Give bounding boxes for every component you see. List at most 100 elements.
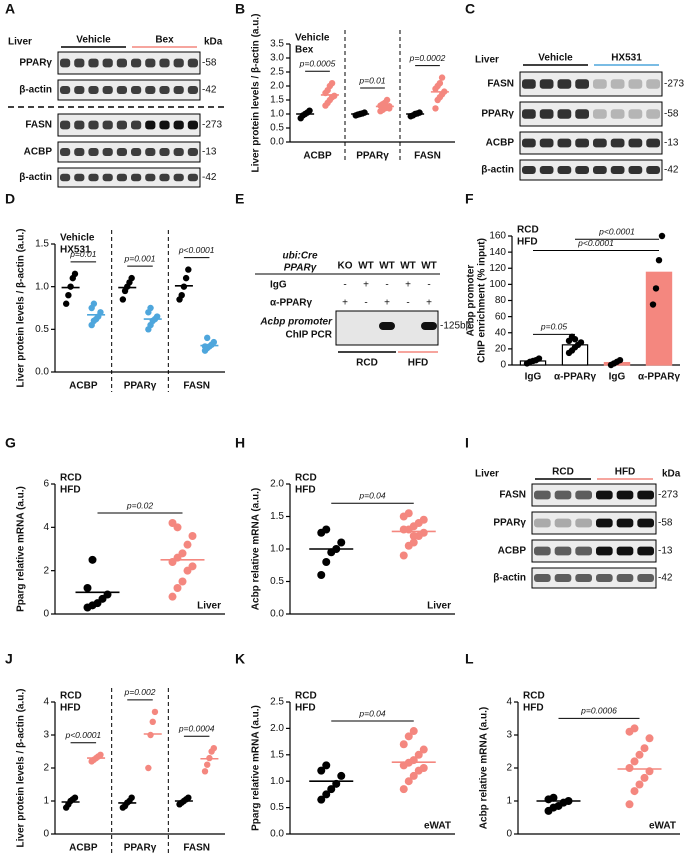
y-tick-label: 3.5	[270, 39, 284, 50]
p-value: p=0.01	[69, 249, 97, 259]
y-tick-label: 1	[43, 796, 49, 807]
blot-header: Liver	[475, 469, 499, 480]
data-point	[645, 734, 654, 743]
blot-band	[187, 120, 198, 130]
blot-band	[610, 109, 625, 119]
blot-band	[131, 173, 142, 182]
data-point	[178, 577, 187, 586]
size-label: -42	[664, 165, 679, 176]
group-label: HX531	[611, 53, 642, 64]
blot-band	[539, 138, 554, 148]
x-tick-label: FASN	[414, 151, 441, 162]
blot-band	[646, 79, 660, 89]
y-axis-label: ChIP enrichment (% input)	[477, 238, 488, 363]
blot-band	[116, 173, 127, 182]
data-point	[625, 800, 634, 809]
group-label: Bex	[155, 35, 174, 46]
data-point	[178, 549, 187, 558]
blot-band	[610, 138, 625, 148]
blot-band	[60, 173, 71, 182]
data-point	[331, 92, 338, 100]
blot-band	[60, 120, 71, 130]
blot-band	[616, 546, 634, 556]
gel-label: Acbp promoter	[259, 317, 333, 328]
size-label: -13	[664, 138, 679, 149]
p-value: p<0.0001	[64, 730, 101, 740]
data-point	[399, 551, 408, 560]
legend-entry: RCD	[295, 473, 317, 484]
blot-band	[102, 58, 113, 68]
blot-band	[88, 58, 99, 68]
lane-label: KO	[338, 261, 353, 272]
data-point	[149, 718, 156, 725]
group-label: Vehicle	[76, 35, 111, 46]
blot-band	[616, 490, 634, 500]
blot-band	[145, 58, 156, 68]
data-point	[404, 777, 413, 786]
size-label: -125bp	[440, 321, 472, 332]
blot-band	[575, 546, 592, 556]
data-point	[210, 338, 218, 346]
blot-band	[116, 58, 127, 68]
blot-band	[131, 120, 142, 130]
data-point	[168, 592, 177, 601]
blot-strip	[519, 131, 663, 155]
row-label: IgG	[270, 280, 287, 291]
blot-band	[575, 109, 589, 119]
data-point	[635, 750, 644, 759]
row-label: PPARγ	[493, 518, 526, 529]
blot-band	[575, 166, 589, 174]
blot-band	[539, 109, 554, 119]
row-label: ACBP	[486, 138, 515, 149]
p-value: p=0.05	[540, 322, 568, 332]
blot-band	[88, 173, 99, 182]
y-tick-label: 0	[43, 829, 49, 840]
sign: +	[426, 298, 432, 309]
blot-band	[102, 173, 113, 182]
p-value: p=0.0005	[299, 58, 336, 68]
row-label: β-actin	[481, 165, 514, 176]
blot-band	[554, 518, 572, 528]
data-point	[145, 764, 152, 772]
data-point	[419, 528, 428, 537]
y-tick-label: 4	[43, 697, 49, 708]
y-tick-label: 100	[489, 279, 506, 290]
blot-band	[159, 148, 170, 156]
data-point	[119, 296, 127, 303]
x-tick-label: IgG	[609, 372, 626, 383]
y-tick-label: 0.0	[35, 367, 49, 378]
blot-band	[173, 173, 184, 182]
p-value: p=0.002	[124, 687, 156, 697]
row-label: PPARγ	[19, 58, 52, 69]
data-point	[67, 283, 74, 290]
y-tick-label: 2	[43, 565, 49, 576]
panel-letter: E	[235, 191, 244, 207]
blot-strip	[57, 141, 201, 163]
data-point	[188, 532, 197, 540]
x-tick-label: FASN	[183, 381, 210, 392]
size-label: -42	[202, 172, 217, 183]
blot-band	[575, 574, 592, 582]
group-label: RCD	[356, 358, 378, 369]
y-tick-label: 2	[506, 763, 512, 774]
size-label: -273	[202, 120, 222, 131]
blot-band	[575, 518, 592, 528]
blot-strip	[57, 79, 201, 101]
x-tick-label: α-PPARγ	[638, 372, 681, 383]
blot-band	[557, 109, 572, 119]
legend-entry: HFD	[523, 703, 544, 714]
blot-band	[102, 120, 113, 130]
panel-letter: K	[235, 651, 245, 667]
blot-band	[145, 86, 156, 94]
data-point	[640, 744, 649, 753]
data-point	[571, 336, 579, 343]
blot-band	[60, 148, 71, 156]
blot-band	[116, 120, 127, 130]
blot-band	[173, 120, 184, 130]
y-tick-label: 1.0	[270, 109, 284, 120]
blot-band	[637, 490, 654, 500]
data-point	[419, 515, 428, 524]
y-tick-label: 0.5	[35, 324, 49, 335]
row-label: FASN	[25, 120, 52, 131]
legend-entry: Vehicle	[295, 33, 330, 44]
